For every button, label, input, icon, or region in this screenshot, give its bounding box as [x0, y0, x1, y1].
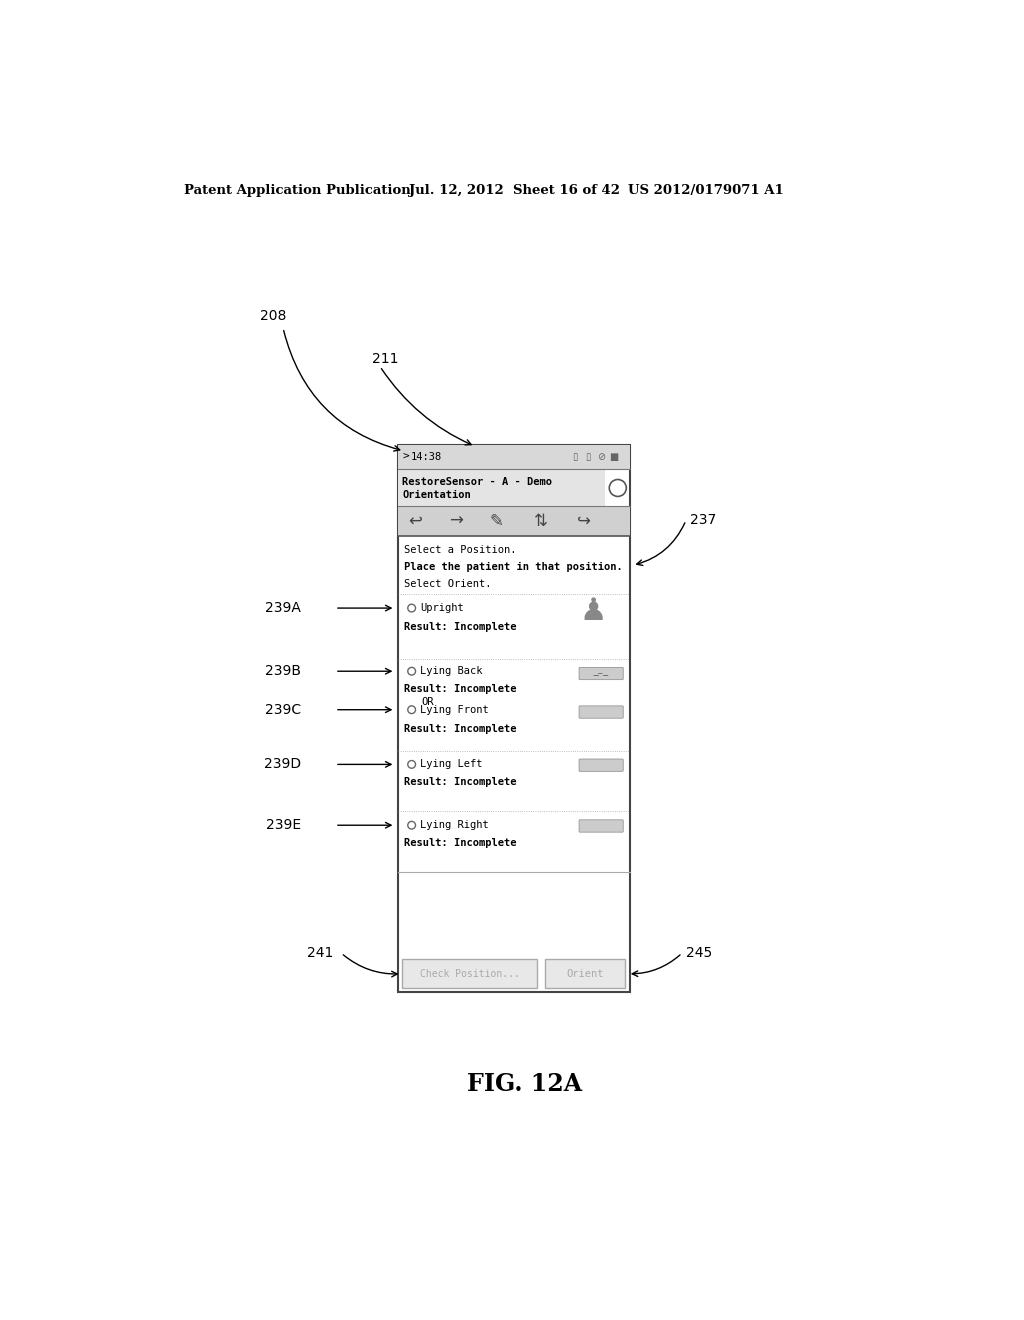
Text: Lying Front: Lying Front	[420, 705, 488, 714]
Text: Check Position...: Check Position...	[420, 969, 520, 979]
Circle shape	[408, 605, 416, 612]
Text: Jul. 12, 2012  Sheet 16 of 42: Jul. 12, 2012 Sheet 16 of 42	[410, 185, 621, 197]
Text: 237: 237	[690, 513, 716, 527]
Text: Upright: Upright	[420, 603, 464, 612]
Text: FIG. 12A: FIG. 12A	[467, 1072, 583, 1096]
Text: Select Orient.: Select Orient.	[403, 579, 492, 590]
Text: ▯: ▯	[585, 453, 590, 462]
Circle shape	[408, 706, 416, 714]
Text: →: →	[449, 512, 463, 531]
Text: Result: Incomplete: Result: Incomplete	[403, 838, 516, 847]
Text: 14:38: 14:38	[411, 453, 442, 462]
Text: Place the patient in that position.: Place the patient in that position.	[403, 562, 623, 572]
Circle shape	[408, 821, 416, 829]
Text: Lying Left: Lying Left	[420, 759, 482, 770]
Text: 241: 241	[307, 946, 334, 960]
Text: 239A: 239A	[265, 601, 301, 615]
Text: Result: Incomplete: Result: Incomplete	[403, 684, 516, 693]
Text: 239E: 239E	[265, 818, 301, 832]
Text: 239D: 239D	[264, 758, 301, 771]
Circle shape	[609, 479, 627, 496]
Circle shape	[408, 760, 416, 768]
Text: ▯: ▯	[571, 453, 578, 462]
Text: 245: 245	[686, 946, 713, 960]
Text: ■: ■	[609, 453, 618, 462]
FancyBboxPatch shape	[579, 759, 624, 771]
Text: ✎: ✎	[489, 512, 504, 531]
FancyBboxPatch shape	[401, 960, 538, 989]
FancyBboxPatch shape	[397, 445, 630, 991]
FancyBboxPatch shape	[397, 445, 630, 470]
Text: OR: OR	[421, 697, 433, 708]
FancyBboxPatch shape	[579, 706, 624, 718]
Text: Result: Incomplete: Result: Incomplete	[403, 776, 516, 787]
FancyBboxPatch shape	[579, 668, 624, 680]
Circle shape	[408, 668, 416, 675]
FancyBboxPatch shape	[397, 470, 605, 507]
Text: Orientation: Orientation	[402, 490, 471, 499]
FancyBboxPatch shape	[579, 820, 624, 832]
Text: ↩: ↩	[408, 512, 422, 531]
FancyBboxPatch shape	[397, 507, 630, 536]
Text: ⊘: ⊘	[597, 453, 605, 462]
Text: Lying Right: Lying Right	[420, 820, 488, 830]
Text: 208: 208	[260, 309, 286, 323]
Text: Select a Position.: Select a Position.	[403, 545, 516, 554]
Text: >: >	[402, 453, 410, 462]
Text: Orient: Orient	[566, 969, 604, 979]
Text: Result: Incomplete: Result: Incomplete	[403, 622, 516, 632]
Text: 239C: 239C	[264, 702, 301, 717]
Text: ♟: ♟	[580, 597, 606, 626]
FancyBboxPatch shape	[545, 960, 625, 989]
Text: ↪: ↪	[577, 512, 591, 531]
Text: Patent Application Publication: Patent Application Publication	[183, 185, 411, 197]
Text: 211: 211	[372, 351, 398, 366]
Text: RestoreSensor - A - Demo: RestoreSensor - A - Demo	[402, 478, 552, 487]
Text: ⇅: ⇅	[535, 512, 548, 531]
Text: US 2012/0179071 A1: US 2012/0179071 A1	[628, 185, 783, 197]
Text: ⚊─⚊: ⚊─⚊	[592, 671, 609, 677]
Text: Lying Back: Lying Back	[420, 667, 482, 676]
Text: 239B: 239B	[265, 664, 301, 678]
Text: Result: Incomplete: Result: Incomplete	[403, 723, 516, 734]
